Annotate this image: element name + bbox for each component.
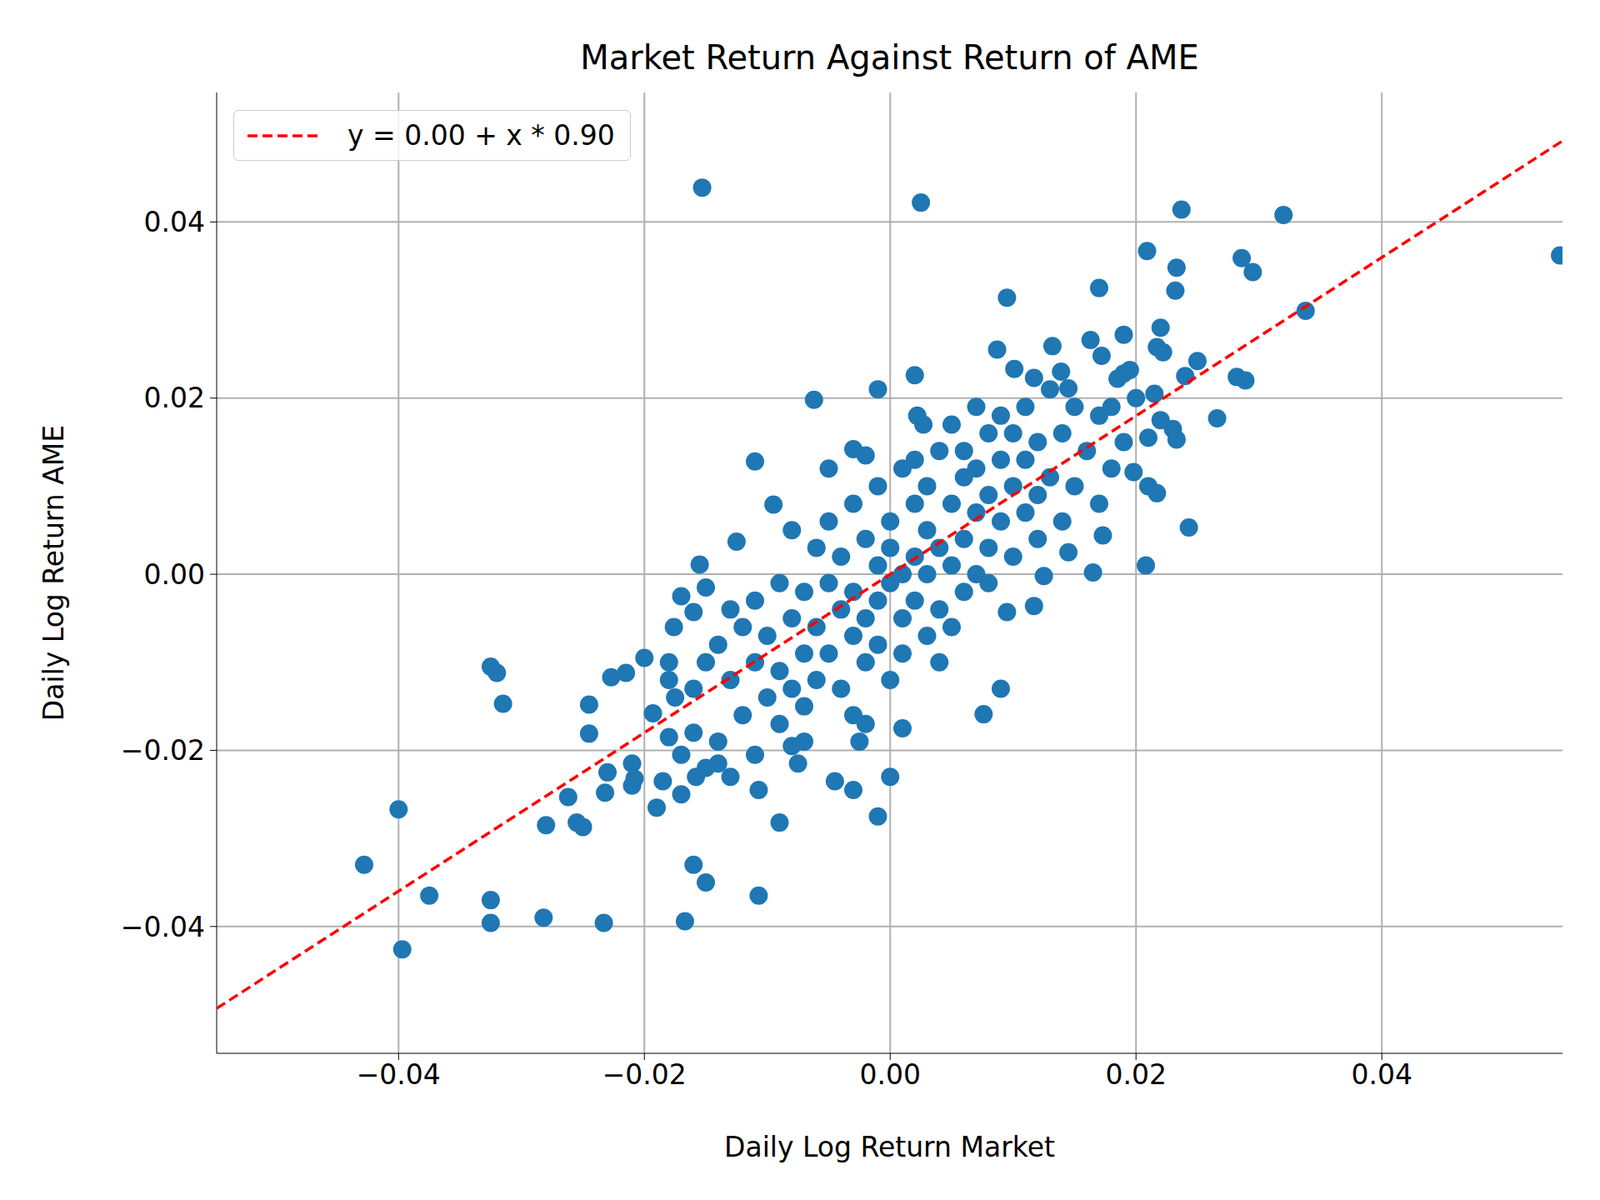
- svg-text:0.00: 0.00: [859, 1058, 920, 1091]
- svg-text:Daily Log Return AME: Daily Log Return AME: [37, 425, 70, 721]
- svg-text:0.02: 0.02: [1105, 1058, 1166, 1091]
- svg-text:−0.04: −0.04: [356, 1058, 441, 1091]
- svg-text:−0.04: −0.04: [120, 910, 205, 944]
- html-text:y = 0.00 + x * 0.90: y = 0.00 + x * 0.90: [347, 119, 615, 152]
- svg-text:0.02: 0.02: [144, 381, 205, 415]
- svg-text:0.00: 0.00: [144, 558, 205, 591]
- svg-text:−0.02: −0.02: [120, 734, 205, 767]
- svg-text:Daily Log Return Market: Daily Log Return Market: [724, 1130, 1055, 1164]
- html-text:Market Return Against Return o: Market Return Against Return of AME: [580, 38, 1199, 77]
- svg-text:0.04: 0.04: [1350, 1058, 1412, 1091]
- svg-text:0.04: 0.04: [144, 205, 205, 239]
- svg-text:−0.02: −0.02: [602, 1058, 687, 1091]
